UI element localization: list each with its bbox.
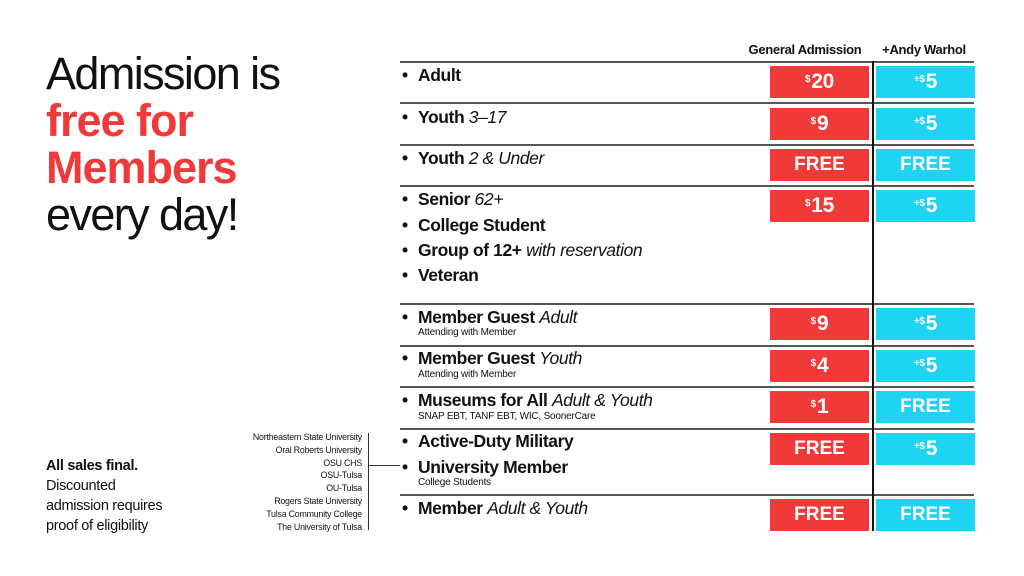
row-youth-label: • Youth 3–17 [402,107,507,127]
price-military-warhol: +$ 5 [876,433,975,465]
note-bold: All sales final. [46,458,138,474]
row-divider [400,185,974,187]
row-divider [400,494,974,496]
price-member-guest-youth-general: $4 [770,350,869,382]
university-item: Northeastern State University [252,432,362,442]
university-item: The University of Tulsa [277,521,362,532]
row-divider [400,303,974,305]
university-item: OU-Tulsa [326,483,362,494]
row-veteran-label: • Veteran [402,265,479,285]
university-item: Rogers State University [274,495,362,506]
headline-line-2: free for [46,95,194,146]
university-connector [368,465,400,466]
price-senior-general: $15 [770,190,869,222]
row-group-label: • Group of 12+ with reservation [402,240,643,260]
price-adult-warhol: +$ 5 [876,66,975,98]
price-museums-warhol: FREE [876,391,975,423]
note-line-3: proof of eligibility [46,518,148,534]
row-senior-label: • Senior 62+ [402,189,504,209]
row-museums-for-all-sub: SNAP EBT, TANF EBT, WIC, SoonerCare [418,411,596,422]
row-youth-under2-label: • Youth 2 & Under [402,148,544,168]
row-member-guest-adult-label: • Member Guest Adult [402,307,578,327]
note-line-1: Discounted [46,478,116,494]
row-adult-label: • Adult [402,65,461,85]
row-university-member-sub: College Students [418,477,491,488]
price-youth-under2-warhol: FREE [876,149,975,181]
headline-line-3: Members [46,142,238,193]
row-divider [400,386,974,388]
row-member-guest-youth-sub: Attending with Member [418,369,517,380]
university-item: OSU CHS [323,457,362,468]
price-member-guest-adult-general: $9 [770,308,869,340]
price-member-warhol: FREE [876,499,975,531]
sales-note: All sales final. Discounted admission re… [46,456,163,536]
price-senior-warhol: +$ 5 [876,190,975,222]
row-military-label: • Active-Duty Military [402,431,574,451]
row-university-member-label: • University Member [402,457,568,477]
row-member-guest-youth-label: • Member Guest Youth [402,348,583,368]
column-header-andy-warhol: +Andy Warhol [882,42,966,57]
price-member-guest-youth-warhol: +$ 5 [876,350,975,382]
headline-line-4: every day! [46,189,239,240]
headline-line-1: Admission is [46,48,281,99]
price-adult-general: $20 [770,66,869,98]
price-museums-general: $1 [770,391,869,423]
row-member-guest-adult-sub: Attending with Member [418,327,517,338]
price-youth-under2-general: FREE [770,149,869,181]
university-list: Northeastern State University Oral Rober… [253,431,362,533]
price-member-general: FREE [770,499,869,531]
row-divider [400,144,974,146]
university-item: Tulsa Community College [266,508,362,519]
note-line-2: admission requires [46,498,163,514]
price-military-general: FREE [770,433,869,465]
price-youth-general: $9 [770,108,869,140]
column-header-general-admission: General Admission [748,42,862,57]
price-youth-warhol: +$ 5 [876,108,975,140]
university-item: Oral Roberts University [275,444,363,455]
university-bracket [368,433,369,530]
price-member-guest-adult-warhol: +$ 5 [876,308,975,340]
headline: Admission is free for Members every day! [46,50,376,238]
column-divider [872,61,874,531]
row-divider [400,428,974,430]
row-member-label: • Member Adult & Youth [402,498,588,518]
row-divider [400,102,974,104]
row-divider [400,345,974,347]
university-item: OSU-Tulsa [320,470,363,481]
row-divider [400,61,974,63]
row-college-label: • College Student [402,215,546,235]
row-museums-for-all-label: • Museums for All Adult & Youth [402,390,653,410]
